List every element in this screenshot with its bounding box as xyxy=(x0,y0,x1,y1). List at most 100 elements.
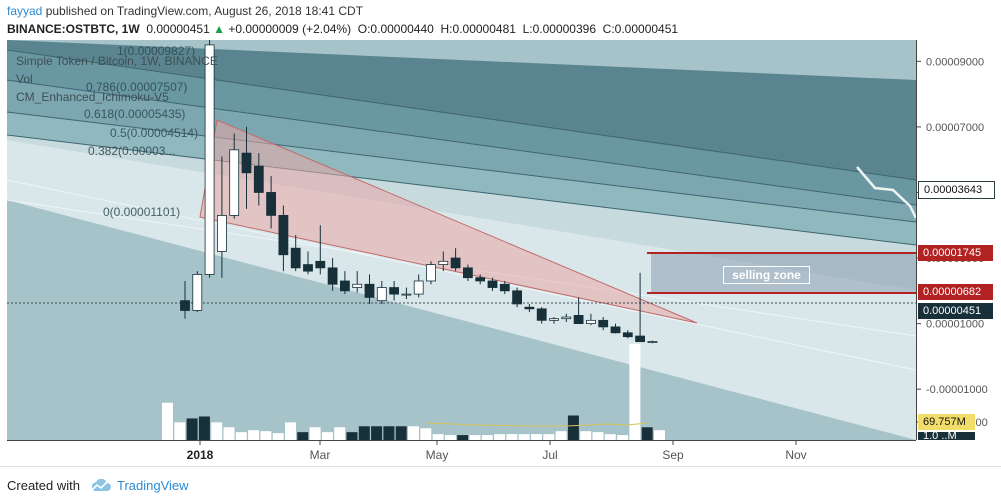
candle[interactable] xyxy=(438,260,449,265)
badge-last: 0.00000451 xyxy=(918,303,993,319)
price-chart xyxy=(7,40,916,440)
volume-bar xyxy=(334,427,346,440)
x-tick-label: Jul xyxy=(542,448,557,462)
candle[interactable] xyxy=(290,247,301,269)
volume-bar xyxy=(395,426,407,440)
candle[interactable] xyxy=(586,319,596,325)
y-tick-label: 0.00001000 xyxy=(926,319,984,331)
publish-info: published on TradingView.com, August 26,… xyxy=(45,4,364,18)
volume-bar xyxy=(481,435,493,440)
x-tick-label: Nov xyxy=(785,448,806,462)
candle[interactable] xyxy=(647,341,658,344)
candle[interactable] xyxy=(216,215,227,252)
price-axis[interactable]: 0.000090000.000070000.000050000.00003000… xyxy=(916,40,1001,440)
ohlc-high: H:0.00000481 xyxy=(440,22,516,36)
volume-bar xyxy=(420,428,432,440)
fib-line xyxy=(7,111,916,223)
candle[interactable] xyxy=(413,280,424,295)
fib-line xyxy=(7,134,916,246)
fib-line xyxy=(7,49,916,181)
volume-bar xyxy=(358,426,370,440)
candle[interactable] xyxy=(561,316,572,320)
volume-bar xyxy=(297,432,309,440)
candle[interactable] xyxy=(462,267,473,279)
badge-ichimoku: 0.00003643 xyxy=(918,181,995,199)
legend-vol[interactable]: Vol xyxy=(16,72,33,86)
candle[interactable] xyxy=(180,300,190,311)
publish-line: fayyad published on TradingView.com, Aug… xyxy=(7,4,363,18)
candle[interactable] xyxy=(524,306,535,310)
symbol-name: BINANCE:OSTBTC, 1W xyxy=(7,22,140,36)
volume-bar xyxy=(494,434,506,440)
candle[interactable] xyxy=(278,215,289,256)
volume-bar xyxy=(432,434,444,440)
candle[interactable] xyxy=(622,332,633,338)
badge-volume-ma: 69.757M xyxy=(918,414,975,430)
selling-zone-label[interactable]: selling zone xyxy=(723,266,810,284)
tradingview-cloud-icon[interactable] xyxy=(88,477,112,493)
candle[interactable] xyxy=(352,283,363,288)
time-axis[interactable]: 2018 Mar May Jul Sep Nov xyxy=(7,440,916,467)
y-tick-label: 0.00007000 xyxy=(926,122,984,134)
candle[interactable] xyxy=(241,152,252,174)
tradingview-link[interactable]: TradingView xyxy=(117,478,189,493)
volume-bar xyxy=(408,426,419,440)
volume-bar xyxy=(604,434,616,440)
x-tick-label: May xyxy=(426,448,449,462)
candle[interactable] xyxy=(536,308,547,321)
badge-volume: 1.0 ..M xyxy=(918,432,975,440)
ohlc-close: C:0.00000451 xyxy=(602,22,679,36)
candle[interactable] xyxy=(204,44,215,275)
candle[interactable] xyxy=(512,290,523,305)
candle[interactable] xyxy=(389,287,400,295)
legend-title[interactable]: Simple Token / Bitcoin, 1W, BINANCE xyxy=(16,54,218,68)
x-tick-label: Sep xyxy=(662,448,684,462)
author-link[interactable]: fayyad xyxy=(7,4,43,18)
volume-bar xyxy=(506,434,518,440)
candle[interactable] xyxy=(315,260,326,269)
candle[interactable] xyxy=(376,287,387,302)
ohlc-open: O:0.00000440 xyxy=(357,22,434,36)
volume-bar xyxy=(531,434,542,440)
volume-bar xyxy=(383,426,395,440)
time-axis-svg: 2018 Mar May Jul Sep Nov xyxy=(187,441,807,462)
candle[interactable] xyxy=(426,264,436,282)
candle[interactable] xyxy=(598,319,609,328)
candle[interactable] xyxy=(487,280,498,288)
candle[interactable] xyxy=(475,277,486,282)
fib-band xyxy=(7,40,916,180)
candle[interactable] xyxy=(266,192,277,216)
candle[interactable] xyxy=(549,318,559,321)
candle[interactable] xyxy=(229,149,240,216)
fib-label: 0.786(0.00007507) xyxy=(86,80,188,94)
candle[interactable] xyxy=(635,335,645,343)
selling-zone[interactable] xyxy=(651,253,916,293)
volume-bar xyxy=(543,434,555,440)
candle[interactable] xyxy=(303,264,313,272)
chart-header: fayyad published on TradingView.com, Aug… xyxy=(0,0,1001,40)
legend-indicator[interactable]: CM_Enhanced_Ichimoku-V5 xyxy=(16,90,169,104)
candle[interactable] xyxy=(364,283,375,298)
candle[interactable] xyxy=(610,326,621,334)
candle[interactable] xyxy=(450,257,461,269)
candle[interactable] xyxy=(327,267,338,285)
up-arrow-icon: ▲ xyxy=(213,22,225,36)
volume-bar xyxy=(248,430,260,440)
volume-bar xyxy=(272,433,284,440)
candle[interactable] xyxy=(253,165,264,193)
volume-bar xyxy=(567,415,579,440)
y-tick-label: -0.00001000 xyxy=(926,384,988,396)
candle[interactable] xyxy=(573,315,584,325)
volume-bar xyxy=(346,432,358,440)
volume-bar xyxy=(285,422,296,440)
price-pane[interactable]: Simple Token / Bitcoin, 1W, BINANCE Vol … xyxy=(7,40,916,440)
candle[interactable] xyxy=(499,283,510,292)
volume-bar xyxy=(617,435,629,440)
candle[interactable] xyxy=(339,280,350,292)
volume-bar xyxy=(371,426,383,440)
volume-bar xyxy=(211,422,223,440)
volume-bar xyxy=(321,432,333,440)
candle[interactable] xyxy=(401,293,412,296)
candle[interactable] xyxy=(192,274,203,311)
volume-bar xyxy=(260,431,272,440)
